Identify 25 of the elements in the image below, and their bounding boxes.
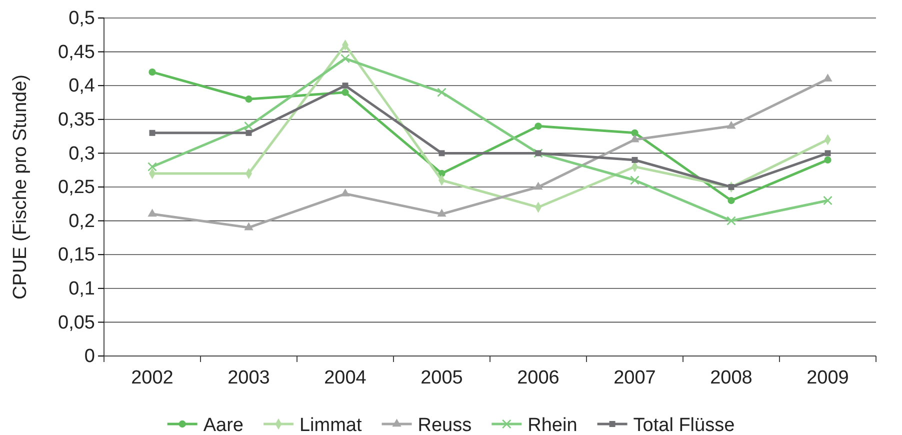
x-tick-label: 2006 xyxy=(517,367,560,388)
x-tick-label: 2004 xyxy=(324,367,367,388)
x-tick-label: 2005 xyxy=(420,367,463,388)
y-tick-label: 0,35 xyxy=(58,109,95,130)
legend-label: Limmat xyxy=(299,415,362,435)
legend-label: Aare xyxy=(203,415,244,435)
legend-label: Rhein xyxy=(528,415,578,435)
y-tick-label: 0,5 xyxy=(68,8,95,30)
x-tick-label: 2002 xyxy=(131,367,174,388)
legend-label: Total Flüsse xyxy=(633,415,735,435)
x-tick-label: 2009 xyxy=(806,367,849,388)
y-tick-label: 0 xyxy=(84,346,95,368)
y-tick-label: 0,2 xyxy=(68,210,95,232)
y-tick-label: 0,05 xyxy=(58,312,95,334)
legend-label: Reuss xyxy=(418,415,472,435)
y-tick-label: 0,45 xyxy=(58,42,95,63)
x-tick-label: 2008 xyxy=(710,367,752,388)
y-tick-label: 0,25 xyxy=(58,177,95,198)
x-tick-label: 2007 xyxy=(614,367,656,388)
y-tick-label: 0,1 xyxy=(68,278,95,300)
y-tick-label: 0,4 xyxy=(68,76,96,97)
y-tick-label: 0,3 xyxy=(68,143,95,164)
x-tick-label: 2003 xyxy=(228,367,270,388)
y-tick-label: 0,15 xyxy=(58,244,95,266)
y-axis-title: CPUE (Fische pro Stunde) xyxy=(10,74,31,300)
